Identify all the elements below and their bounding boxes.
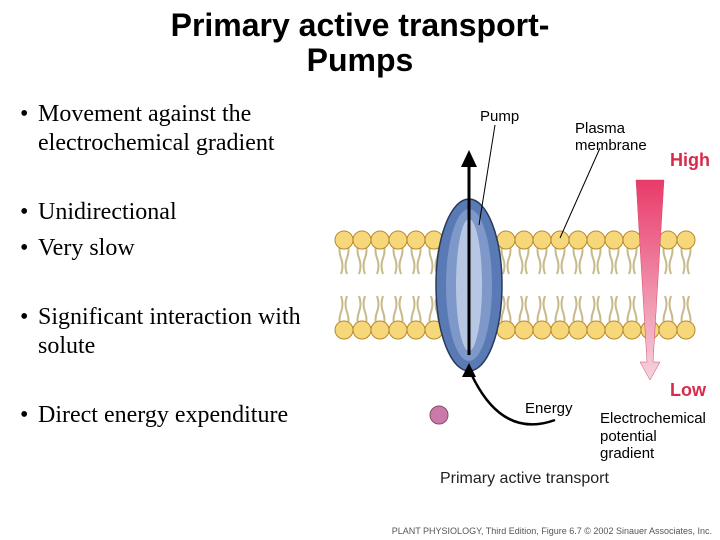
title-line1: Primary active transport- xyxy=(0,8,720,43)
bullet-3: Very slow xyxy=(20,234,320,263)
label-gradient-2: potential gradient xyxy=(600,428,710,462)
label-energy: Energy xyxy=(525,400,573,417)
title-line2: Pumps xyxy=(0,43,720,78)
bullet-5: Direct energy expenditure xyxy=(20,401,320,430)
label-low: Low xyxy=(670,380,706,401)
bullet-list: Movement against the electrochemical gra… xyxy=(20,100,320,438)
figure-caption: PLANT PHYSIOLOGY, Third Edition, Figure … xyxy=(392,526,712,536)
diagram-subtitle: Primary active transport xyxy=(440,470,609,488)
bullet-4: Significant interaction with solute xyxy=(20,303,320,361)
label-high: High xyxy=(670,150,710,171)
membrane-diagram: Pump Plasma membrane High Low Energy Ele… xyxy=(330,100,710,520)
label-pump: Pump xyxy=(480,108,519,125)
bullet-1: Movement against the electrochemical gra… xyxy=(20,100,320,158)
label-plasma-membrane: Plasma membrane xyxy=(575,120,675,154)
label-gradient-1: Electrochemical xyxy=(600,410,706,427)
bullet-2: Unidirectional xyxy=(20,198,320,227)
